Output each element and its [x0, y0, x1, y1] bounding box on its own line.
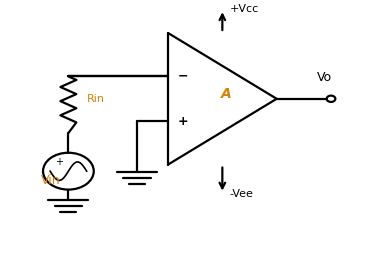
- Text: +: +: [177, 115, 188, 128]
- Text: +Vcc: +Vcc: [230, 4, 259, 14]
- Text: Vin: Vin: [41, 174, 60, 187]
- Text: −: −: [177, 70, 188, 83]
- Text: -Vee: -Vee: [230, 189, 253, 198]
- Text: +: +: [55, 157, 64, 167]
- Text: Rin: Rin: [87, 94, 104, 105]
- Text: A: A: [220, 86, 231, 101]
- Text: Vo: Vo: [316, 71, 332, 84]
